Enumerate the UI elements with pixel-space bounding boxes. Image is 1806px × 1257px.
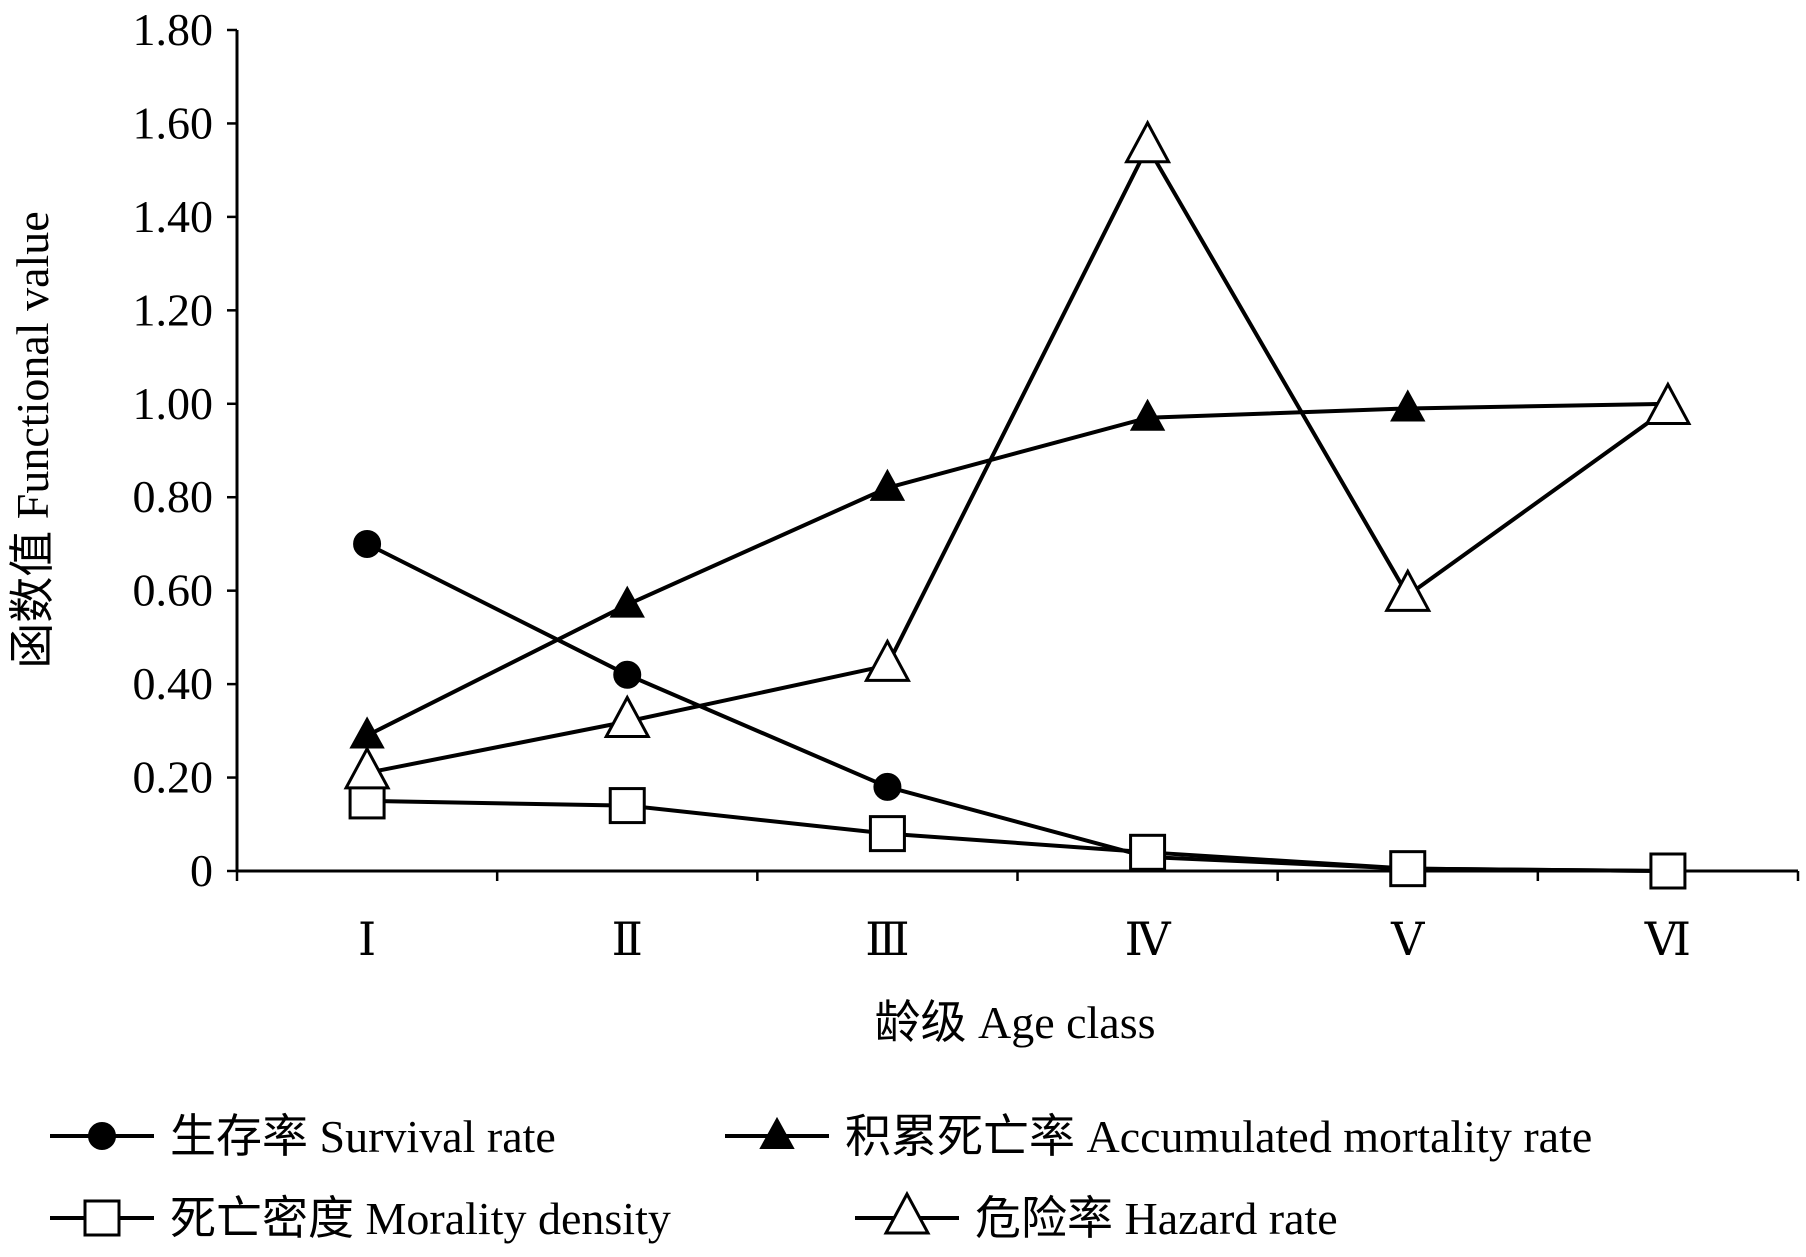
series-lines xyxy=(366,142,1670,873)
series-2-point xyxy=(609,585,645,618)
y-axis-title: 函数值 Functional value xyxy=(7,211,58,668)
series-line-1 xyxy=(366,542,1668,873)
series-4-point xyxy=(1384,568,1432,612)
legend-marker xyxy=(759,1116,795,1149)
series-3-point xyxy=(868,815,906,853)
series-4-point xyxy=(343,745,391,790)
legend-marker xyxy=(883,1190,931,1235)
series-3-point xyxy=(608,787,646,825)
series-3-point xyxy=(1649,852,1687,890)
series-2-point xyxy=(1129,398,1166,431)
series-4-point xyxy=(863,638,911,682)
series-4-point xyxy=(1124,119,1172,164)
y-tick-label: 1.60 xyxy=(133,97,214,148)
y-tick-label: 1.00 xyxy=(133,378,214,429)
y-tick-label: 0.60 xyxy=(133,565,214,616)
y-tick-label: 0 xyxy=(190,845,213,896)
series-1-point xyxy=(353,529,382,558)
series-3-point xyxy=(1129,833,1167,871)
series-1-point xyxy=(613,660,642,689)
y-tick-label: 1.40 xyxy=(133,191,214,242)
legend-label: 危险率 Hazard rate xyxy=(975,1193,1338,1244)
series-3-point xyxy=(348,782,386,820)
x-axis-title: 龄级 Age class xyxy=(874,997,1155,1048)
series-line-2 xyxy=(366,401,1668,738)
y-axis-ticks: 0 0.20 0.40 0.60 0.80 1.00 1.20 1.40 1.60 1.80 xyxy=(133,4,237,896)
x-tick-label: Ⅲ xyxy=(865,914,909,965)
series-2-point xyxy=(869,468,906,501)
series-3-point xyxy=(1389,850,1427,888)
legend-item-4: 危险率 Hazard rate xyxy=(855,1190,1338,1244)
y-tick-label: 0.40 xyxy=(133,658,214,709)
axes xyxy=(235,30,1798,873)
legend-item-1: 生存率 Survival rate xyxy=(50,1111,556,1162)
legend: 生存率 Survival rate 积累死亡率 Accumulated morta… xyxy=(50,1111,1592,1244)
x-axis-ticks: Ⅰ Ⅱ Ⅲ Ⅳ Ⅴ Ⅵ xyxy=(235,871,1800,965)
x-tick-label: Ⅴ xyxy=(1390,914,1425,965)
legend-item-2: 积累死亡率 Accumulated mortality rate xyxy=(725,1111,1592,1162)
y-tick-label: 1.80 xyxy=(133,4,214,55)
series-4-point xyxy=(603,694,651,738)
series-1-point xyxy=(873,772,902,801)
legend-label: 生存率 Survival rate xyxy=(170,1111,556,1162)
series-line-4 xyxy=(366,142,1670,775)
y-tick-label: 0.20 xyxy=(133,752,214,803)
x-tick-label: Ⅰ xyxy=(358,914,376,965)
series-2-point xyxy=(1390,389,1426,422)
x-tick-label: Ⅵ xyxy=(1644,914,1691,965)
y-tick-label: 0.80 xyxy=(133,471,214,522)
series-4-point xyxy=(1644,381,1692,425)
x-tick-label: Ⅳ xyxy=(1125,914,1172,965)
legend-item-3: 死亡密度 Morality density xyxy=(50,1193,671,1244)
y-tick-label: 1.20 xyxy=(133,284,214,335)
legend-label: 死亡密度 Morality density xyxy=(170,1193,671,1244)
series-line-3 xyxy=(367,798,1668,873)
x-tick-label: Ⅱ xyxy=(612,914,643,965)
series-2-point xyxy=(349,716,385,749)
series-markers xyxy=(343,119,1692,890)
legend-label: 积累死亡率 Accumulated mortality rate xyxy=(845,1111,1592,1162)
legend-marker xyxy=(88,1122,116,1150)
legend-marker xyxy=(83,1199,121,1237)
